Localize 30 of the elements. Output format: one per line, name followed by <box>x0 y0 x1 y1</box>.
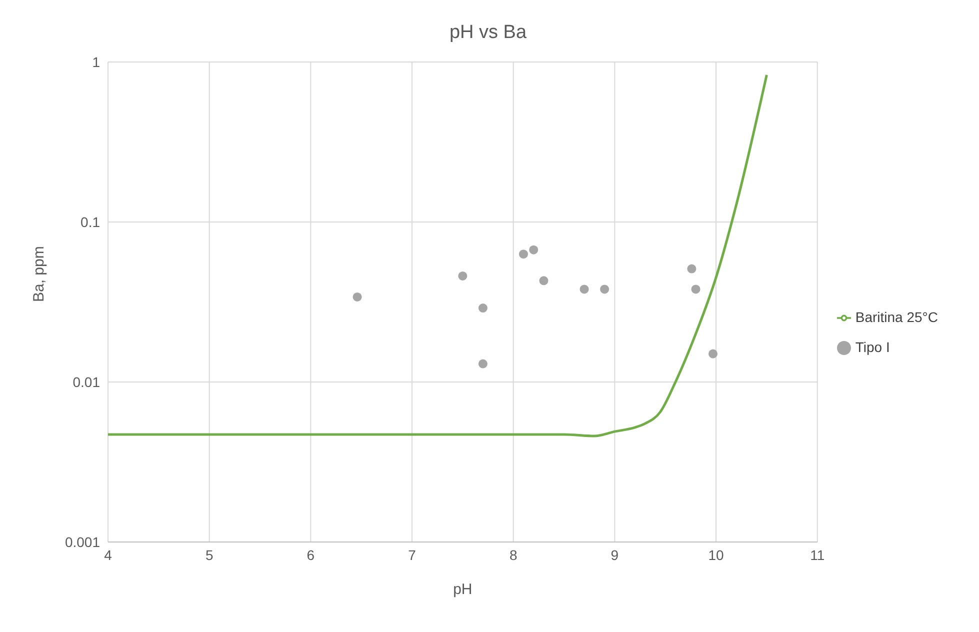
point <box>600 284 610 294</box>
x-tick-label: 6 <box>306 546 315 563</box>
point <box>691 284 700 294</box>
x-axis-title: pH <box>453 581 472 598</box>
legend-label: Baritina 25°C <box>855 309 938 325</box>
x-tick-label: 8 <box>509 546 518 563</box>
point <box>352 292 362 302</box>
x-tick-label: 7 <box>408 546 416 563</box>
y-tick-label: 0.001 <box>64 534 100 550</box>
point <box>687 264 696 274</box>
x-tick-label: 10 <box>708 546 724 563</box>
point <box>478 359 488 368</box>
line-series <box>108 74 768 438</box>
point <box>529 245 538 254</box>
point <box>478 304 488 313</box>
y-axis-title: Ba, ppm <box>30 246 48 302</box>
x-tick-label: 11 <box>810 546 825 563</box>
y-tick-label: 0.01 <box>72 374 100 390</box>
legend-label: Tipo I <box>855 339 890 355</box>
chart-title: pH vs Ba <box>448 22 528 45</box>
y-tick-label: 1 <box>92 54 100 70</box>
x-tick-label: 9 <box>610 546 619 563</box>
point <box>580 284 589 294</box>
point <box>708 349 718 358</box>
y-tick-label: 0.1 <box>80 214 100 230</box>
point <box>518 250 528 259</box>
point <box>458 271 468 280</box>
point <box>539 276 548 286</box>
x-tick-label: 5 <box>205 546 214 563</box>
x-tick-label: 4 <box>104 546 112 563</box>
